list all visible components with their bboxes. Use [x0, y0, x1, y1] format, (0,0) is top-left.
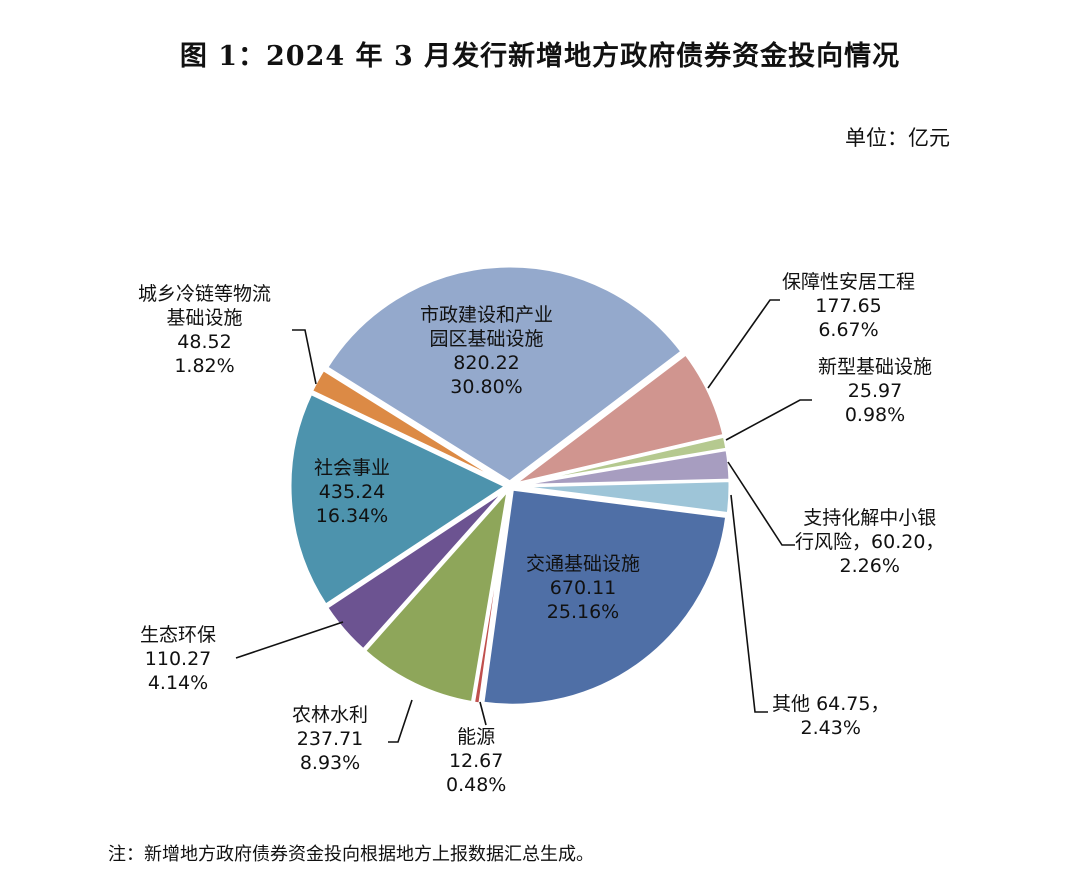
leader-line-nengyuan	[479, 701, 487, 726]
leader-line-xinxing	[725, 399, 812, 441]
leader-lines	[235, 299, 812, 743]
slice-label-baozhang: 保障性安居工程 177.65 6.67%	[782, 271, 916, 341]
unit-label: 单位：亿元	[845, 126, 950, 150]
slice-label-shengtai: 生态环保 110.27 4.14%	[140, 624, 217, 694]
pie-slice-5	[481, 487, 729, 707]
leader-line-shengtai	[235, 621, 344, 659]
slice-label-nonglin: 农林水利 237.71 8.93%	[292, 704, 369, 774]
slice-label-nengyuan: 能源 12.67 0.48%	[446, 726, 507, 796]
pie-slice-4	[513, 479, 732, 516]
slice-label-qita: 其他 64.75， 2.43%	[772, 693, 890, 739]
slice-label-shizheng: 市政建设和产业 园区基础设施 820.22 30.80%	[420, 304, 554, 398]
pie-slice-7	[362, 484, 511, 705]
slice-label-shehui: 社会事业 435.24 16.34%	[314, 457, 391, 527]
pie-slice-8	[324, 487, 509, 652]
leader-line-qita	[730, 494, 768, 713]
slice-label-xinxing: 新型基础设施 25.97 0.98%	[818, 356, 933, 426]
leader-line-baozhang	[707, 299, 780, 389]
leader-line-chengxiang	[292, 329, 317, 385]
footnote: 注：新增地方政府债券资金投向根据地方上报数据汇总生成。	[108, 844, 594, 865]
slice-label-chengxiang: 城乡冷链等物流 基础设施 48.52 1.82%	[138, 283, 272, 377]
slice-label-zhichi: 支持化解中小银 行风险，60.20， 2.26%	[795, 507, 945, 577]
pie-slice-0	[324, 264, 685, 484]
leader-line-zhichi	[727, 461, 795, 546]
slice-label-jiaotong: 交通基础设施 670.11 25.16%	[526, 553, 641, 623]
leader-line-nonglin	[388, 699, 413, 743]
pie-slice-9	[288, 391, 510, 608]
chart-title: 图 1：2024 年 3 月发行新增地方政府债券资金投向情况	[179, 41, 901, 72]
pie-slice-10	[309, 367, 508, 486]
